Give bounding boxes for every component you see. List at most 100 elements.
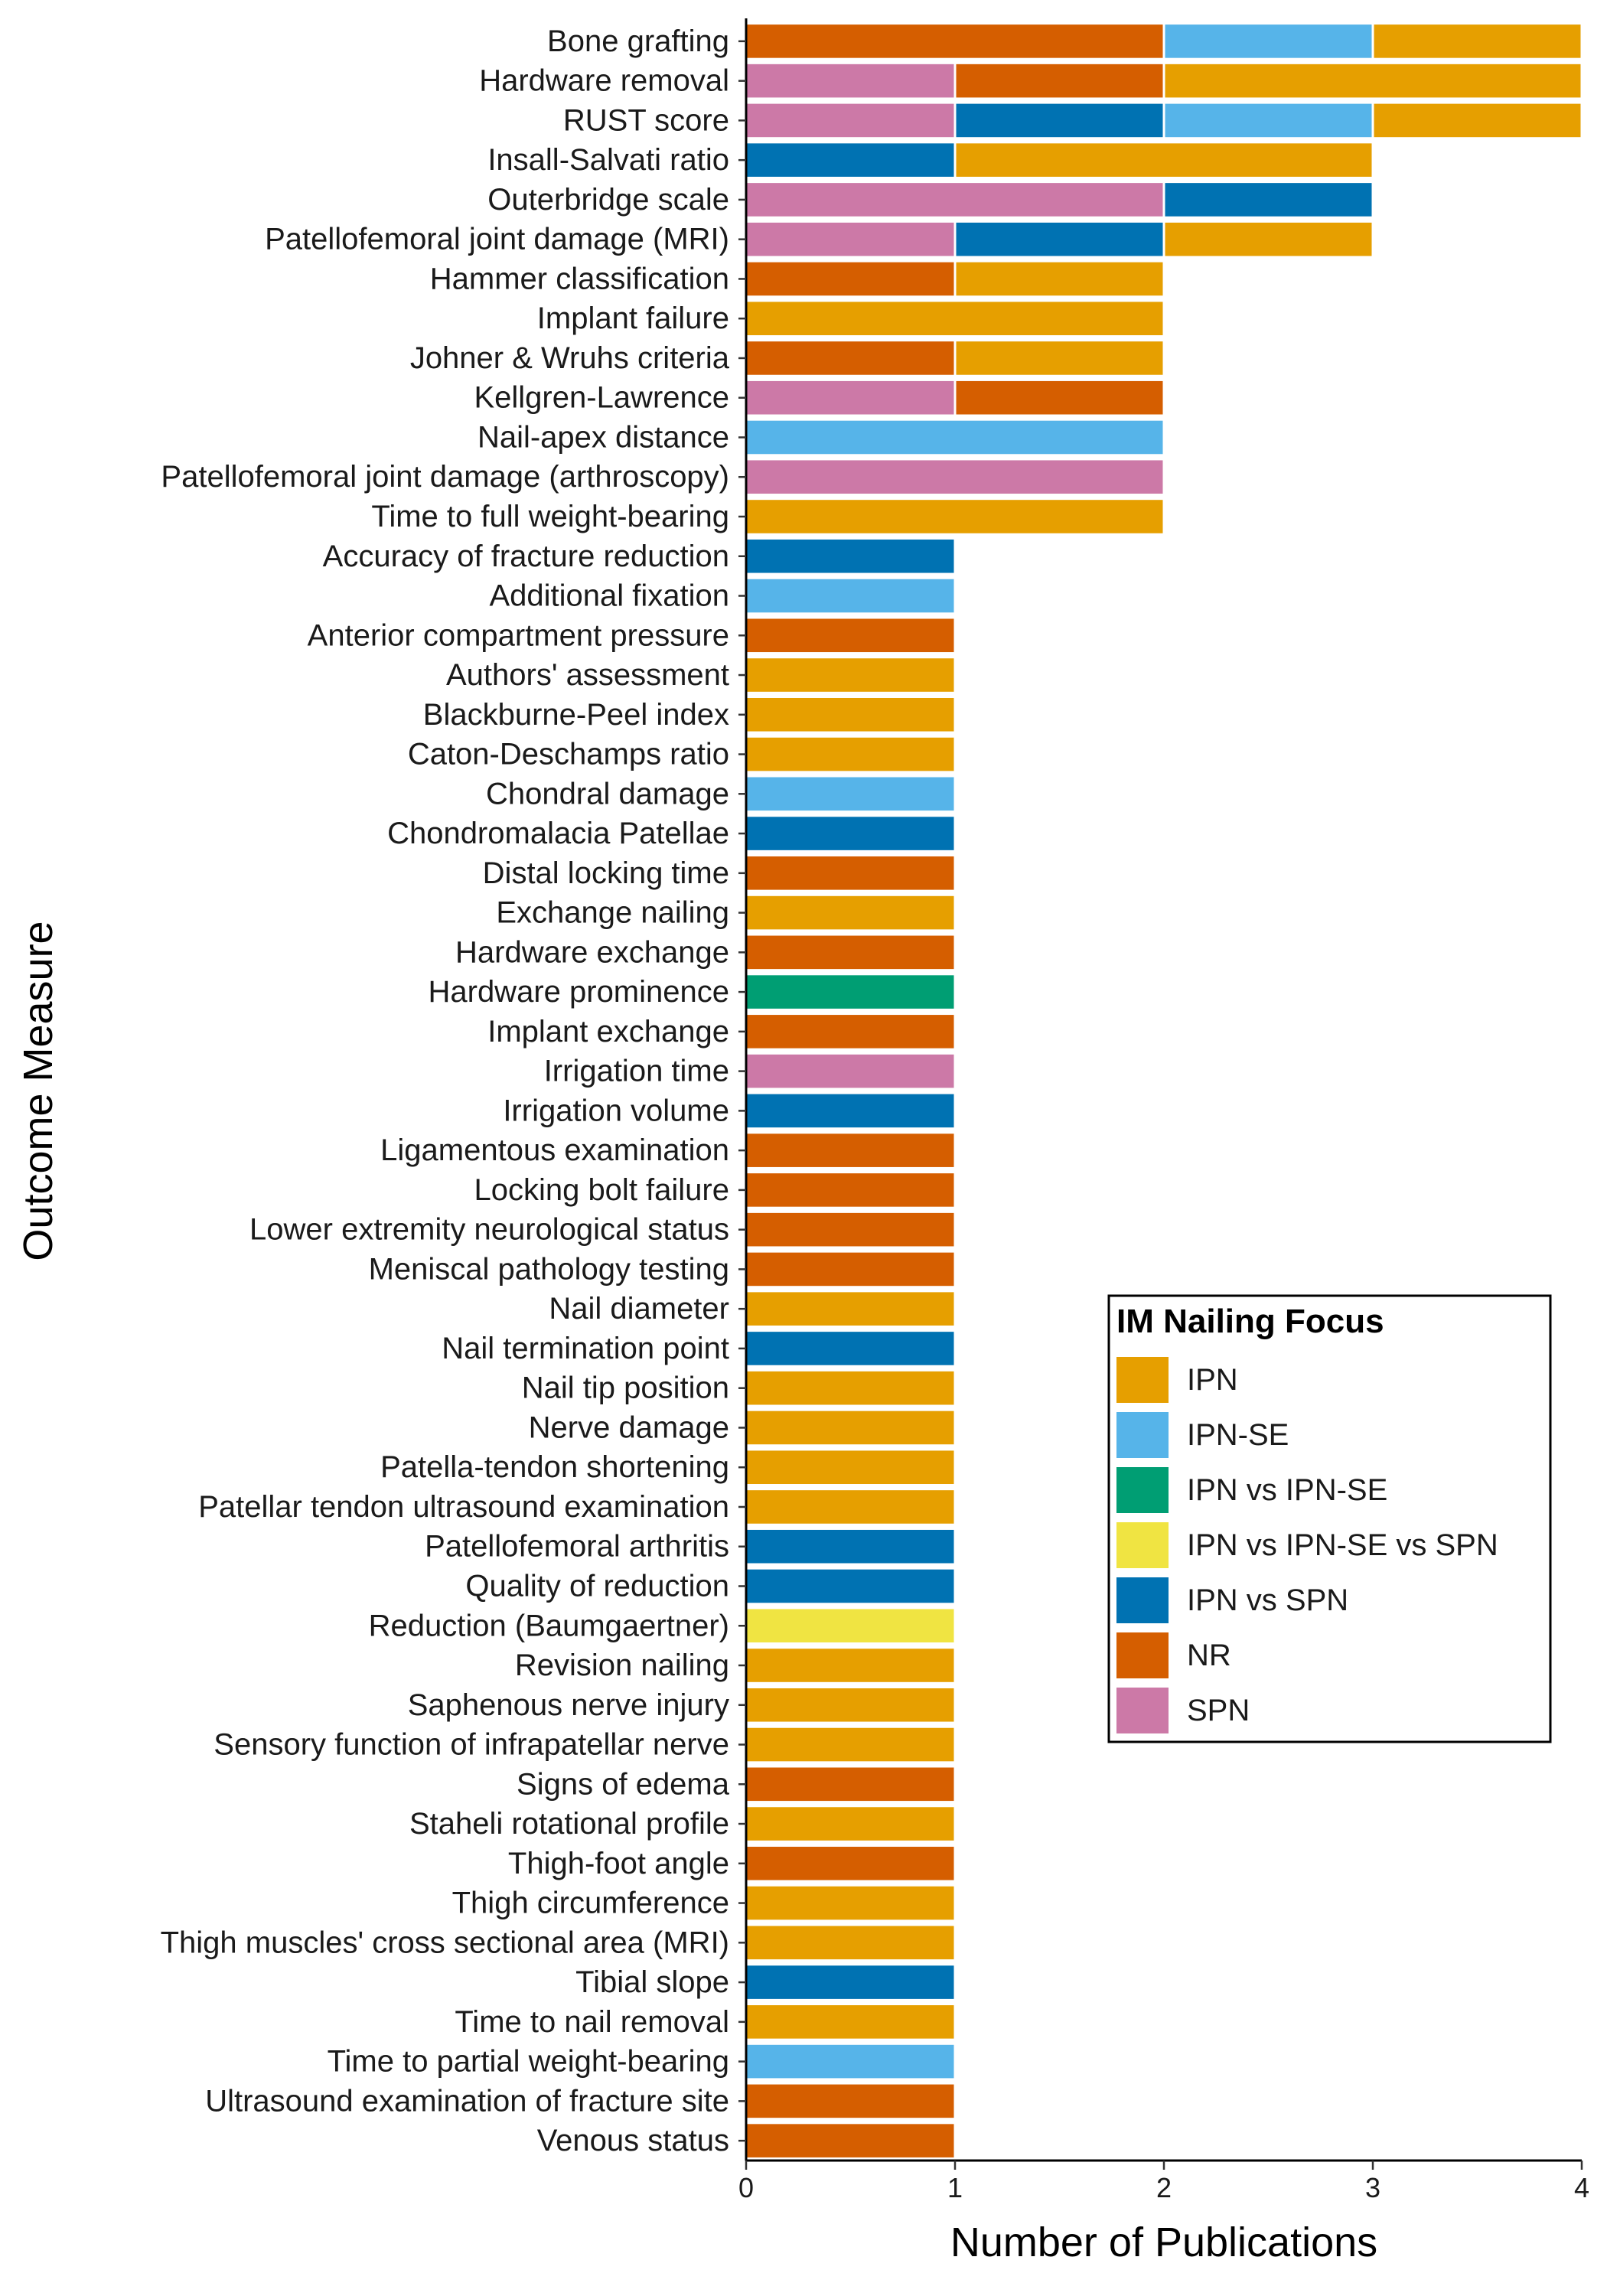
bar-segment-nr: [745, 1131, 957, 1169]
bar-segment-ipn: [745, 1685, 957, 1724]
category-label: Hardware removal: [479, 64, 729, 98]
bar-segment-nr: [745, 854, 957, 892]
bar-segment-nr: [745, 259, 957, 298]
bar-segment-ipn: [745, 1805, 957, 1843]
bar-segment-ipn: [1371, 101, 1583, 140]
bar-segment-spn: [745, 378, 957, 417]
bar-segment-ipn-vs-spn: [745, 1091, 957, 1130]
legend-swatch-spn: [1116, 1688, 1169, 1733]
category-label: Chondromalacia Patellae: [387, 817, 729, 850]
category-label: Irrigation volume: [503, 1094, 729, 1127]
legend-label: IPN vs IPN-SE: [1187, 1473, 1387, 1507]
category-label: Nail-apex distance: [478, 420, 729, 454]
category-label: Chondral damage: [486, 777, 729, 810]
category-label: Thigh-foot angle: [508, 1847, 729, 1880]
legend-title: IM Nailing Focus: [1116, 1303, 1384, 1340]
legend-swatch-ipn-se: [1116, 1412, 1169, 1458]
bar-segment-ipn-vs-ipn-se: [745, 973, 957, 1011]
legend-swatch-nr: [1116, 1632, 1169, 1678]
bar-segment-ipn-vs-spn: [953, 101, 1165, 140]
category-label: Blackburne-Peel index: [423, 698, 729, 732]
bar-segment-ipn: [745, 1408, 957, 1447]
category-label: Nail termination point: [442, 1332, 729, 1365]
category-label: Accuracy of fracture reduction: [323, 540, 729, 573]
category-label: Locking bolt failure: [474, 1173, 729, 1207]
category-label: Hardware prominence: [428, 975, 729, 1009]
category-label: Thigh circumference: [452, 1887, 729, 1920]
bar-segment-ipn-se: [1162, 22, 1374, 60]
bar-segment-nr: [745, 616, 957, 655]
bar-segment-nr: [745, 339, 957, 377]
bar-segment-ipn: [745, 1646, 957, 1684]
bar-segment-ipn: [953, 141, 1374, 179]
bar-segment-ipn-vs-spn: [745, 1963, 957, 2001]
legend-label: SPN: [1187, 1694, 1250, 1727]
legend-label: IPN vs IPN-SE vs SPN: [1187, 1528, 1498, 1562]
bar-segment-spn: [745, 1052, 957, 1091]
category-label: Meniscal pathology testing: [369, 1252, 729, 1286]
bar-segment-ipn: [745, 2003, 957, 2041]
category-label: Tibial slope: [575, 1965, 729, 1999]
category-label: Reduction (Baumgaertner): [369, 1609, 729, 1642]
category-label: Outerbridge scale: [487, 183, 729, 217]
category-label: Time to nail removal: [455, 2005, 729, 2039]
category-label: Quality of reduction: [465, 1569, 729, 1603]
category-label: Johner & Wruhs criteria: [410, 341, 730, 375]
category-label: Irrigation time: [544, 1055, 729, 1088]
category-label: Sensory function of infrapatellar nerve: [214, 1728, 729, 1762]
x-tick-label: 2: [1156, 2172, 1172, 2203]
legend-label: NR: [1187, 1639, 1231, 1672]
category-label: Patellofemoral arthritis: [425, 1530, 729, 1564]
bar-segment-nr: [745, 1013, 957, 1051]
bar-segment-nr: [745, 2122, 957, 2160]
legend-swatch-ipn-vs-ipn-se-vs-spn: [1116, 1522, 1169, 1568]
category-label: Exchange nailing: [496, 896, 729, 930]
x-tick-label: 3: [1365, 2172, 1380, 2203]
category-label: Additional fixation: [489, 579, 729, 613]
bar-segment-ipn: [745, 1290, 957, 1328]
bar-segment-ipn: [745, 1448, 957, 1487]
bar-segment-ipn: [745, 695, 957, 734]
bar-segment-nr: [953, 378, 1165, 417]
bar-segment-ipn-se: [745, 2042, 957, 2081]
category-label: Distal locking time: [483, 856, 729, 890]
bar-segment-ipn: [1162, 220, 1374, 259]
category-label: Bone grafting: [547, 24, 729, 58]
category-label: Nail diameter: [549, 1292, 729, 1326]
category-label: Implant failure: [537, 302, 729, 335]
bar-segment-ipn: [745, 1923, 957, 1962]
bar-segment-ipn: [745, 735, 957, 774]
category-label: Caton-Deschamps ratio: [408, 738, 729, 771]
category-label: Hardware exchange: [455, 935, 729, 969]
x-tick-label: 4: [1574, 2172, 1589, 2203]
category-label: Nail tip position: [522, 1371, 729, 1405]
bar-segment-ipn-vs-ipn-se-vs-spn: [745, 1606, 957, 1645]
category-label: Authors' assessment: [446, 658, 729, 692]
bar-segment-ipn-vs-spn: [953, 220, 1165, 259]
bar-segment-ipn: [953, 339, 1165, 377]
category-labels: Bone grafting Hardware removal RUST score I…: [161, 24, 730, 2157]
bars-layer: [745, 22, 1583, 2160]
bar-segment-nr: [745, 1844, 957, 1883]
category-label: Ultrasound examination of fracture site: [205, 2084, 729, 2118]
bar-segment-nr: [745, 1171, 957, 1209]
bar-segment-ipn: [745, 299, 1165, 338]
bar-segment-ipn: [1371, 22, 1583, 60]
category-label: RUST score: [563, 103, 729, 137]
legend-label: IPN: [1187, 1363, 1238, 1397]
bar-segment-ipn-se: [1162, 101, 1374, 140]
category-label: Insall-Salvati ratio: [487, 143, 729, 177]
x-axis-title: Number of Publications: [950, 2219, 1377, 2265]
bar-segment-ipn: [953, 259, 1165, 298]
bar-segment-ipn-vs-spn: [745, 536, 957, 576]
bar-segment-spn: [745, 458, 1165, 497]
category-label: Patella-tendon shortening: [380, 1450, 729, 1484]
legend-swatch-ipn-vs-ipn-se: [1116, 1467, 1169, 1513]
bar-segment-nr: [745, 1210, 957, 1249]
bar-segment-ipn-vs-spn: [745, 1527, 957, 1566]
bar-segment-ipn: [745, 1725, 957, 1764]
bar-segment-ipn: [745, 893, 957, 932]
legend-label: IPN vs SPN: [1187, 1583, 1348, 1617]
bar-segment-spn: [745, 181, 1165, 219]
bar-segment-spn: [745, 61, 957, 100]
